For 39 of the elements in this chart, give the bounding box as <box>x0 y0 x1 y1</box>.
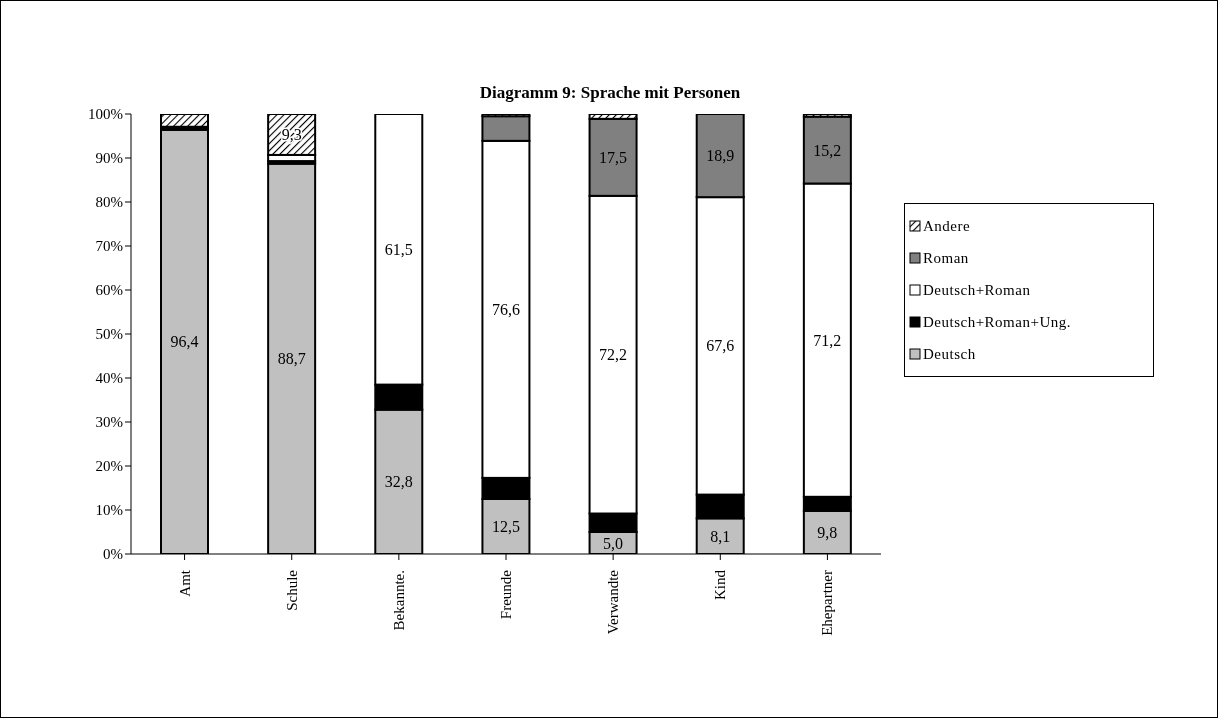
x-tick-label: Amt <box>176 569 193 597</box>
x-tick-label: Ehepartner <box>819 570 836 636</box>
data-label: 67,6 <box>706 337 735 355</box>
legend-label: Deutsch+Roman <box>923 281 1031 299</box>
y-tick-label: 70% <box>95 238 123 255</box>
data-label: 15,2 <box>813 141 842 159</box>
data-label: 17,5 <box>599 148 628 166</box>
data-label: 8,1 <box>710 527 731 545</box>
y-tick-label: 30% <box>95 414 123 431</box>
y-tick-label: 60% <box>95 282 123 299</box>
data-label: 18,9 <box>706 147 735 165</box>
data-label: 61,5 <box>384 240 413 258</box>
y-tick-label: 40% <box>95 370 123 387</box>
y-tick-label: 80% <box>95 194 123 211</box>
data-label: 12,5 <box>491 518 520 535</box>
x-tick-label: Kind <box>712 569 729 600</box>
data-label: 32,8 <box>384 473 413 491</box>
data-label: 9,8 <box>817 523 838 541</box>
x-tick-label: Bekannte. <box>390 570 407 631</box>
y-tick-label: 0% <box>103 546 123 563</box>
x-tick-label: Schule <box>283 569 300 611</box>
x-tick-label: Verwandte <box>605 569 622 635</box>
data-label: 76,6 <box>491 300 520 318</box>
legend-label: Andere <box>923 217 971 235</box>
legend-label: Deutsch+Roman+Ung. <box>923 313 1071 331</box>
y-tick-label: 50% <box>95 326 123 343</box>
data-label: 71,2 <box>813 331 842 349</box>
legend-label: Deutsch <box>923 345 976 363</box>
y-tick-label: 100% <box>88 106 123 123</box>
x-tick-label: Freunde <box>498 569 514 620</box>
y-tick-label: 20% <box>95 458 123 475</box>
chart-title: Diagramm 9: Sprache mit Personen <box>478 83 742 103</box>
data-label: 5,0 <box>603 534 624 552</box>
data-label: 72,2 <box>599 346 628 364</box>
y-tick-label: 10% <box>95 502 123 519</box>
data-label: 96,4 <box>170 333 199 351</box>
data-label: 88,7 <box>277 350 306 368</box>
y-tick-label: 90% <box>95 150 123 167</box>
legend-label: Roman <box>923 249 969 267</box>
